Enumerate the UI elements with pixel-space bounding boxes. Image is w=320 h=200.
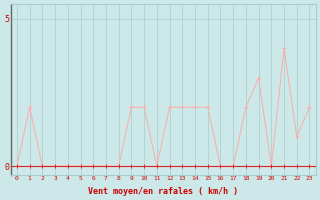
- X-axis label: Vent moyen/en rafales ( km/h ): Vent moyen/en rafales ( km/h ): [88, 187, 238, 196]
